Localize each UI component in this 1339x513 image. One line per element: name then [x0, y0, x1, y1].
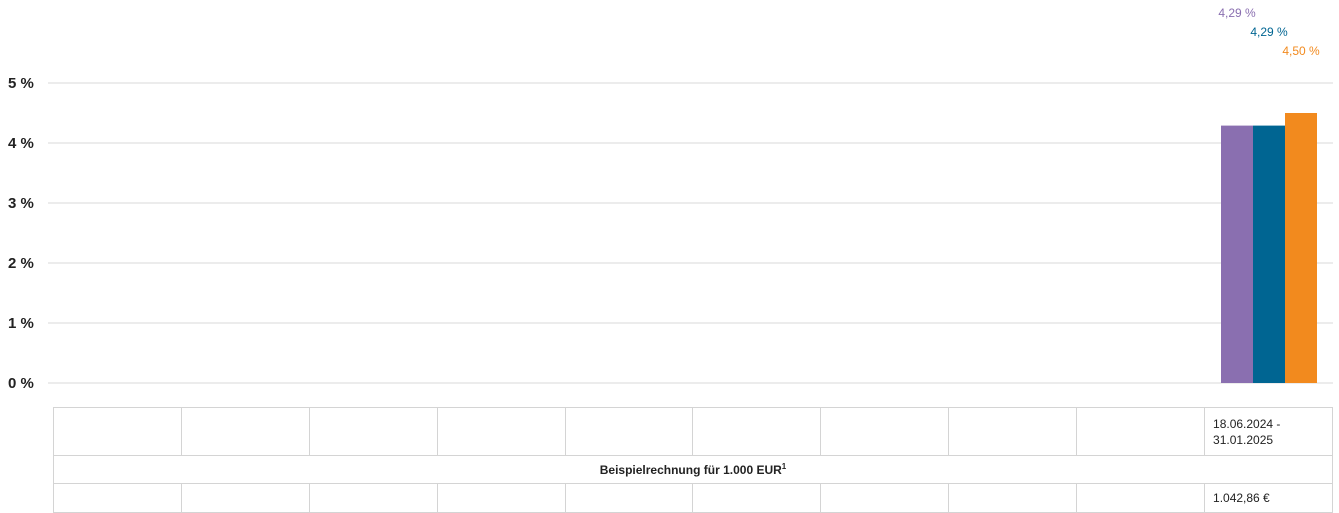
value-cell-empty [948, 483, 1078, 513]
period-row: 18.06.2024 - 31.01.2025 [53, 407, 1333, 456]
bar-series [1221, 113, 1317, 383]
value-cell-empty [180, 483, 310, 513]
y-tick-label: 2 % [8, 255, 34, 272]
period-cell-empty [436, 407, 566, 456]
y-axis-ticks: 0 % 1 % 2 % 3 % 4 % 5 % [8, 75, 34, 392]
period-cell-empty [564, 407, 694, 456]
period-cell-empty [948, 407, 1078, 456]
bar [1221, 125, 1253, 383]
period-start: 18.06.2024 - [1213, 416, 1281, 431]
y-tick-label: 3 % [8, 195, 34, 212]
bar-value-label: 4,50 % [1282, 44, 1320, 58]
gridlines [48, 82, 1333, 384]
value-cell-empty [53, 483, 182, 513]
period-cell-empty [692, 407, 822, 456]
performance-table: 18.06.2024 - 31.01.2025 Beispielrechnung… [53, 407, 1333, 513]
period-cell-current: 18.06.2024 - 31.01.2025 [1204, 407, 1333, 456]
bar [1253, 125, 1285, 383]
period-end: 31.01.2025 [1213, 432, 1274, 447]
period-cell-empty [180, 407, 310, 456]
value-row: 1.042,86 € [53, 483, 1333, 513]
period-cell-empty [308, 407, 438, 456]
value-cell-current: 1.042,86 € [1204, 483, 1333, 513]
period-cell-empty [53, 407, 182, 456]
y-tick-label: 0 % [8, 375, 34, 392]
value-cell-empty [436, 483, 566, 513]
period-cell-empty [1076, 407, 1206, 456]
period-cell-empty [820, 407, 950, 456]
y-tick-label: 4 % [8, 135, 34, 152]
value-cell-empty [820, 483, 950, 513]
y-tick-label: 1 % [8, 315, 34, 332]
caption-footnote: 1 [781, 462, 787, 471]
y-tick-label: 5 % [8, 75, 34, 92]
value-cell-empty [308, 483, 438, 513]
caption-text: Beispielrechnung für 1.000 EUR [599, 463, 782, 477]
value-cell-empty [1076, 483, 1206, 513]
table-caption: Beispielrechnung für 1.000 EUR1 [53, 455, 1333, 484]
bar-chart: 0 % 1 % 2 % 3 % 4 % 5 % 4,29 % 4,29 % 4,50 % [8, 6, 1333, 392]
bar [1285, 113, 1317, 383]
value-cell-empty [564, 483, 694, 513]
bar-value-label: 4,29 % [1218, 6, 1256, 20]
caption-row: Beispielrechnung für 1.000 EUR1 [53, 455, 1333, 484]
bar-value-label: 4,29 % [1250, 25, 1288, 39]
data-labels: 4,29 % 4,29 % 4,50 % [1218, 6, 1320, 58]
value-cell-empty [692, 483, 822, 513]
